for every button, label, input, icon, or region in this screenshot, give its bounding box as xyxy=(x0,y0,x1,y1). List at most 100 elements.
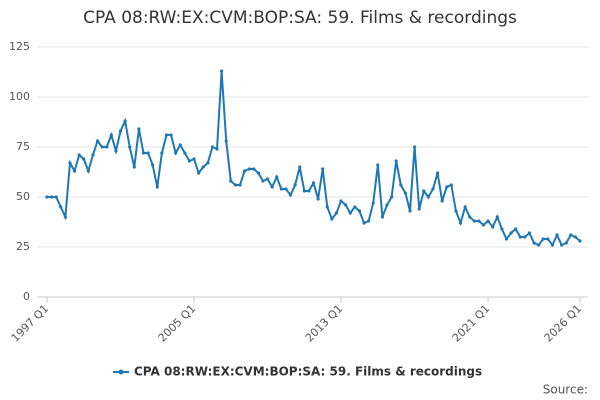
y-tick-label: 25 xyxy=(16,240,30,253)
point xyxy=(224,139,228,143)
point xyxy=(321,167,325,171)
point xyxy=(146,151,150,155)
point xyxy=(550,243,555,247)
point xyxy=(486,219,490,223)
y-tick-label: 50 xyxy=(16,190,30,203)
point xyxy=(463,205,467,209)
point xyxy=(445,185,449,189)
point xyxy=(197,171,201,175)
point xyxy=(390,195,394,199)
point xyxy=(284,187,288,191)
point xyxy=(293,183,297,187)
point xyxy=(569,233,573,237)
point xyxy=(169,133,173,137)
point xyxy=(504,237,509,241)
point xyxy=(532,241,536,245)
point xyxy=(408,209,412,213)
point xyxy=(523,235,527,239)
point xyxy=(95,139,100,143)
point xyxy=(367,219,371,223)
point xyxy=(578,239,582,243)
point xyxy=(247,167,251,171)
point xyxy=(233,183,237,187)
point xyxy=(164,133,169,137)
point xyxy=(422,189,426,193)
y-tick-label: 125 xyxy=(9,40,30,53)
x-tick-label: 2026 Q1 xyxy=(542,302,585,345)
point xyxy=(174,151,178,155)
point xyxy=(348,211,352,215)
point xyxy=(86,169,90,173)
point xyxy=(215,147,219,151)
point xyxy=(187,159,192,163)
point xyxy=(334,211,339,215)
point xyxy=(82,157,86,161)
point xyxy=(63,215,67,219)
point xyxy=(440,199,444,203)
point xyxy=(394,159,398,163)
point xyxy=(541,237,545,241)
point xyxy=(362,221,366,225)
point xyxy=(495,215,499,219)
point xyxy=(128,145,132,149)
point xyxy=(435,171,440,175)
y-tick-label: 100 xyxy=(9,90,30,103)
point xyxy=(151,163,155,167)
point xyxy=(385,203,389,207)
point xyxy=(316,197,320,201)
x-tick-label: 2013 Q1 xyxy=(303,302,346,345)
point xyxy=(91,153,95,157)
point xyxy=(564,241,568,245)
point xyxy=(560,243,564,247)
point xyxy=(178,143,182,147)
point xyxy=(265,177,270,181)
point xyxy=(192,157,196,161)
point xyxy=(491,225,495,229)
point xyxy=(49,195,54,199)
point xyxy=(458,221,463,225)
point xyxy=(220,69,224,73)
point xyxy=(100,145,104,149)
point xyxy=(555,233,559,237)
point xyxy=(77,153,81,157)
point xyxy=(238,183,242,187)
point xyxy=(252,167,256,171)
x-tick-label: 2005 Q1 xyxy=(156,302,199,345)
point xyxy=(206,161,210,165)
point xyxy=(210,145,215,149)
point xyxy=(256,171,260,175)
point xyxy=(380,215,385,219)
point xyxy=(183,151,187,155)
point xyxy=(132,165,136,169)
point xyxy=(72,169,77,173)
chart-title: CPA 08:RW:EX:CVM:BOP:SA: 59. Films & rec… xyxy=(83,8,517,28)
point xyxy=(573,235,578,239)
point xyxy=(242,169,247,173)
point xyxy=(307,189,311,193)
point xyxy=(298,165,302,169)
point xyxy=(275,175,279,179)
point xyxy=(325,205,329,209)
legend-label: CPA 08:RW:EX:CVM:BOP:SA: 59. Films & rec… xyxy=(134,365,482,379)
point xyxy=(288,193,293,197)
y-tick-label: 75 xyxy=(16,140,30,153)
point xyxy=(472,219,476,223)
point xyxy=(357,209,362,213)
point xyxy=(261,179,265,183)
point xyxy=(330,217,334,221)
point xyxy=(399,183,403,187)
point xyxy=(54,195,58,199)
point xyxy=(141,151,146,155)
point xyxy=(412,145,417,149)
point xyxy=(426,195,430,199)
y-tick-label: 0 xyxy=(23,290,30,303)
point xyxy=(155,185,159,189)
point xyxy=(118,129,123,133)
point xyxy=(45,195,49,199)
point xyxy=(371,201,375,205)
point xyxy=(376,163,380,167)
point xyxy=(417,207,421,211)
source: Source: xyxy=(543,383,588,397)
point xyxy=(123,119,127,123)
